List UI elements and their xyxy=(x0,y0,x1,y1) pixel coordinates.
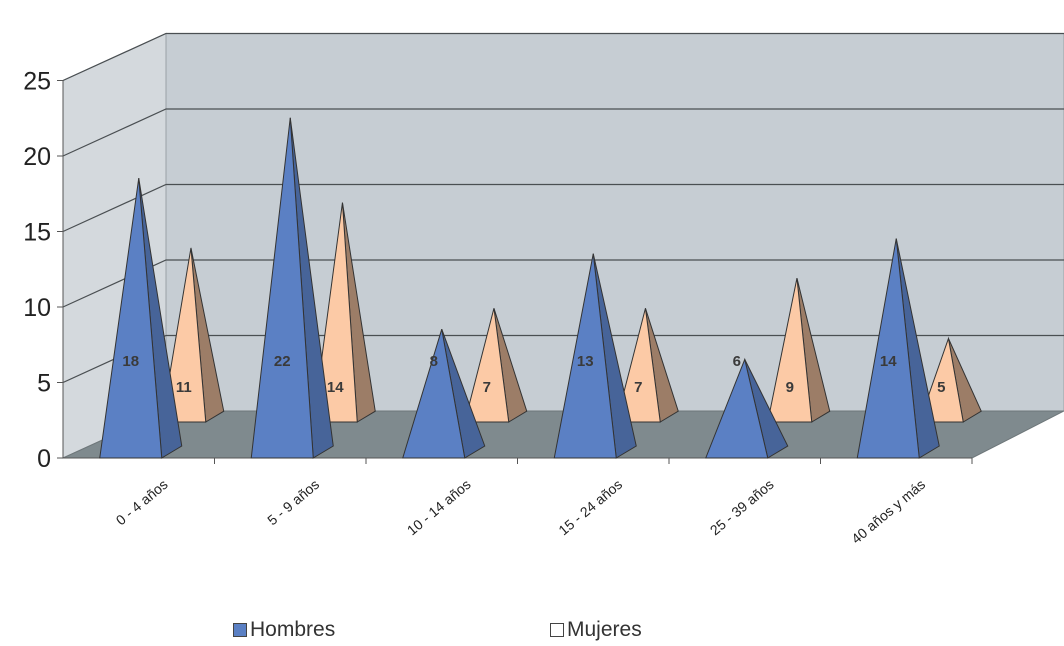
pyramid-hombres-4 xyxy=(705,357,769,459)
data-label-hombres-2: 8 xyxy=(430,353,438,370)
x-tick-label: 25 - 39 años xyxy=(707,476,777,538)
legend-swatch-series-2 xyxy=(550,623,564,637)
pyramid-hombres-2 xyxy=(402,329,466,459)
gridline xyxy=(62,32,1064,82)
data-label-hombres-0: 18 xyxy=(122,353,139,370)
y-tick-label: 15 xyxy=(23,219,51,247)
data-label-mujeres-1: 14 xyxy=(327,379,344,396)
legend-item-series-2: Mujeres xyxy=(550,618,642,642)
pyramid-mujeres-0 xyxy=(161,247,207,423)
x-tick-label: 15 - 24 años xyxy=(555,476,625,538)
pyramid-hombres-1 xyxy=(250,117,314,459)
data-label-hombres-5: 14 xyxy=(880,353,897,370)
legend-label-series-2: Mujeres xyxy=(567,618,642,641)
y-tick-label: 20 xyxy=(23,143,51,171)
x-tick-label: 40 años y más xyxy=(848,476,928,547)
y-tick-label: 5 xyxy=(37,370,51,398)
pyramid-hombres-5 xyxy=(856,238,920,459)
gridline xyxy=(62,259,1064,308)
x-tick-label: 10 - 14 años xyxy=(404,476,474,538)
legend-swatch-series-1 xyxy=(233,623,247,637)
pyramid-hombres-0 xyxy=(99,178,163,459)
pyramid-mujeres-1 xyxy=(312,202,358,423)
data-label-mujeres-0: 11 xyxy=(176,379,192,396)
data-label-mujeres-2: 7 xyxy=(483,379,491,396)
y-tick-label: 25 xyxy=(23,68,51,96)
data-label-mujeres-5: 5 xyxy=(937,379,945,396)
gridline xyxy=(62,183,1064,233)
gridline xyxy=(62,108,1064,157)
data-label-mujeres-4: 9 xyxy=(786,379,794,396)
x-tick-label: 5 - 9 años xyxy=(264,476,322,528)
pyramid-mujeres-4 xyxy=(767,278,813,423)
legend-label-series-1: Hombres xyxy=(250,618,336,641)
legend: Hombres Mujeres xyxy=(0,618,1064,646)
y-tick-label: 0 xyxy=(37,445,51,473)
data-label-mujeres-3: 7 xyxy=(634,379,642,396)
y-tick-label: 10 xyxy=(23,294,51,322)
data-label-hombres-3: 13 xyxy=(577,353,594,370)
data-label-hombres-4: 6 xyxy=(733,353,741,370)
pyramid-hombres-3 xyxy=(553,253,617,459)
data-label-hombres-1: 22 xyxy=(274,353,291,370)
legend-item-series-1: Hombres xyxy=(233,618,335,642)
x-tick-label: 0 - 4 años xyxy=(113,476,171,528)
gridline xyxy=(62,334,1064,384)
pyramid-mujeres-2 xyxy=(464,308,510,423)
pyramid-mujeres-3 xyxy=(615,308,661,423)
